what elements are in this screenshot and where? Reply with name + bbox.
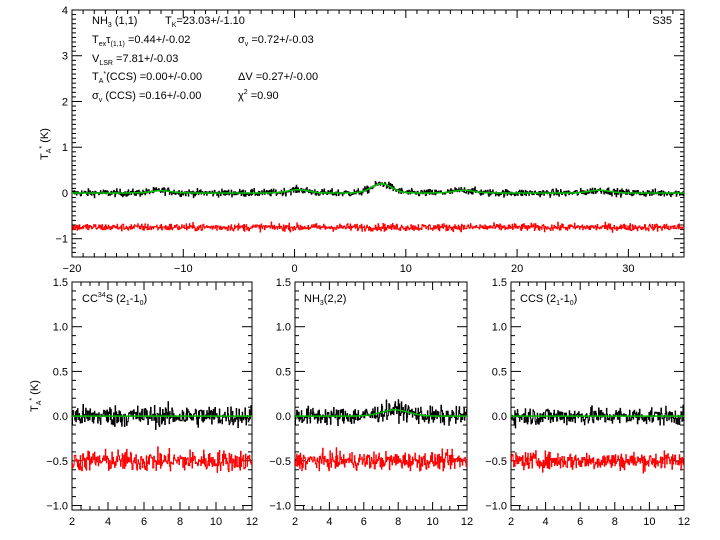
x-tick-label: 4 — [105, 516, 111, 528]
x-tick-label: 2 — [292, 516, 298, 528]
y-tick-label: 0.5 — [276, 366, 291, 378]
y-tick-label: 0.5 — [53, 366, 68, 378]
residual-line — [511, 450, 684, 474]
x-tick-label: 2 — [508, 516, 514, 528]
y-tick-label: 1.5 — [492, 277, 507, 289]
svg-text:VLSR =7.81+/-0.03: VLSR =7.81+/-0.03 — [92, 53, 178, 67]
y-tick-label: 1.5 — [53, 277, 68, 289]
x-tick-label: 6 — [141, 516, 147, 528]
y-tick-label: −0.5 — [269, 456, 291, 468]
x-tick-label: 4 — [543, 516, 549, 528]
fit-line — [72, 183, 684, 194]
plot-frame — [71, 9, 685, 258]
y-tick-label: 1.5 — [276, 277, 291, 289]
panel-bottom-1: 2 4 6 8 10 12 −1.0 −0.5 0.0 0.5 1.0 1.5 — [46, 277, 258, 528]
residual-line — [295, 447, 467, 472]
x-tick-label: 20 — [511, 263, 523, 275]
y-tick-label: 0.0 — [492, 411, 507, 423]
y-tick-label: 3 — [62, 51, 68, 63]
x-tick-label: 10 — [426, 516, 438, 528]
x-tick-label: 12 — [678, 516, 690, 528]
svg-text:NH3 (1,1): NH3 (1,1) — [92, 15, 137, 29]
x-tick-label: 0 — [291, 263, 297, 275]
x-tick-label: 12 — [246, 516, 258, 528]
source-label: S35 — [652, 15, 672, 27]
x-tick-label: 4 — [326, 516, 332, 528]
x-tick-label: 10 — [210, 516, 222, 528]
svg-text:σv =0.72+/-0.03: σv =0.72+/-0.03 — [238, 34, 314, 48]
panel-title-nh3-22: NH3(2,2) — [304, 293, 346, 307]
x-tick-label: −10 — [174, 263, 193, 275]
x-tick-label: 30 — [622, 263, 634, 275]
x-tick-label: 12 — [461, 516, 473, 528]
panel-bottom-3: 2 4 6 8 10 12 −1.0 −0.5 0.0 0.5 1.0 1.5 — [485, 277, 690, 528]
y-axis-label-top: TA* (K) — [39, 128, 53, 160]
svg-text:χ2 =0.90: χ2 =0.90 — [238, 89, 279, 102]
x-tick-label: 6 — [361, 516, 367, 528]
fit-line — [295, 409, 467, 417]
y-tick-label: 0.0 — [53, 411, 68, 423]
svg-text:TK=23.03+/-1.10: TK=23.03+/-1.10 — [165, 15, 245, 29]
x-tick-label: −20 — [63, 263, 82, 275]
x-tick-label: 8 — [612, 516, 618, 528]
y-tick-label: −0.5 — [485, 456, 507, 468]
x-tick-label: 10 — [643, 516, 655, 528]
x-tick-label: 10 — [400, 263, 412, 275]
x-tick-label: 8 — [177, 516, 183, 528]
y-tick-label: −0.5 — [46, 456, 68, 468]
y-tick-label: −1.0 — [269, 501, 291, 513]
residual-line — [72, 221, 684, 233]
y-tick-label: 4 — [62, 5, 68, 17]
y-tick-label: 0.5 — [492, 366, 507, 378]
svg-text:TA*(CCS) =0.00+/-0.00: TA*(CCS) =0.00+/-0.00 — [92, 71, 202, 85]
plot-frame — [294, 281, 468, 511]
x-tick-label: 6 — [577, 516, 583, 528]
y-tick-label: 1.0 — [53, 322, 68, 334]
y-tick-label: 0.0 — [276, 411, 291, 423]
x-tick-label: 2 — [69, 516, 75, 528]
y-tick-label: 0 — [62, 188, 68, 200]
fit-annotations: NH3 (1,1) TK=23.03+/-1.10 Texτ(1,1) =0.4… — [92, 15, 672, 104]
svg-text:Texτ(1,1) =0.44+/-0.02: Texτ(1,1) =0.44+/-0.02 — [92, 34, 190, 48]
y-tick-label: −1 — [55, 234, 68, 246]
svg-text:ΔV =0.27+/-0.00: ΔV =0.27+/-0.00 — [238, 71, 318, 83]
panel-title-cc34s: CC34S (21-10) — [82, 292, 147, 307]
residual-line — [72, 446, 252, 473]
y-tick-label: −1.0 — [485, 501, 507, 513]
y-tick-label: 1.0 — [492, 322, 507, 334]
spectrum-line — [295, 399, 467, 426]
plot-frame — [71, 281, 253, 511]
y-tick-label: 2 — [62, 96, 68, 108]
y-tick-label: −1.0 — [46, 501, 68, 513]
y-axis-label-bottom: TA* (K) — [29, 380, 43, 412]
plot-frame — [510, 281, 685, 511]
y-tick-label: 1.0 — [276, 322, 291, 334]
svg-text:σv (CCS) =0.16+/-0.00: σv (CCS) =0.16+/-0.00 — [92, 90, 201, 104]
y-tick-label: 1 — [62, 142, 68, 154]
x-tick-label: 8 — [395, 516, 401, 528]
panel-bottom-2: 2 4 6 8 10 12 −1.0 −0.5 0.0 0.5 1.0 1.5 — [269, 277, 473, 528]
panel-title-ccs: CCS (21-10) — [520, 293, 577, 307]
